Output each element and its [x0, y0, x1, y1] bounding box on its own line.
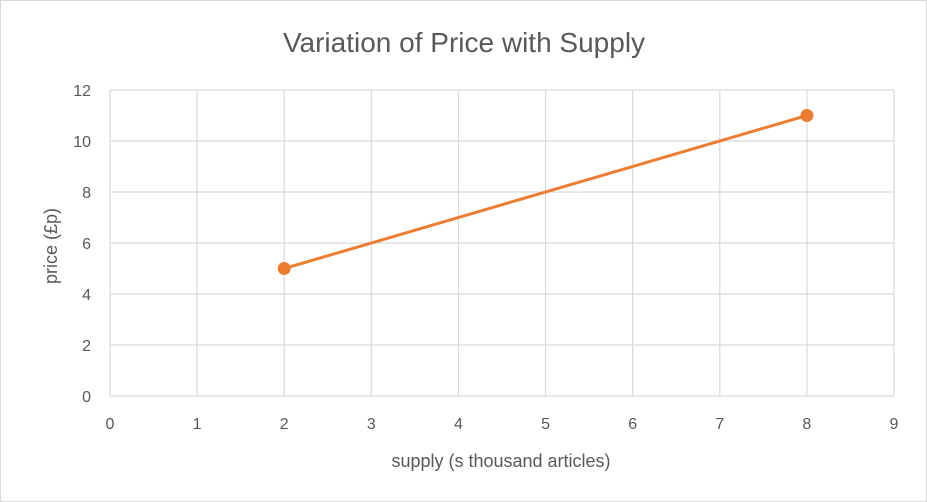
x-tick-label: 9: [890, 416, 899, 433]
data-point: [800, 109, 814, 122]
x-tick-label: 8: [802, 416, 811, 433]
y-tick-label: 12: [73, 83, 91, 100]
series-line: [282, 114, 809, 270]
y-tick-label: 2: [82, 338, 91, 355]
data-point: [277, 262, 291, 275]
y-tick-label: 8: [82, 185, 91, 202]
y-tick-label: 6: [82, 236, 91, 253]
y-axis-label: price (£p): [41, 208, 61, 284]
x-tick-label: 2: [280, 416, 289, 433]
x-tick-label: 1: [193, 416, 202, 433]
series-layer: [277, 109, 814, 275]
y-tick-label: 10: [73, 134, 91, 151]
x-axis-label: supply (s thousand articles): [391, 451, 610, 471]
y-tick-label: 4: [82, 287, 91, 304]
x-tick-label: 7: [715, 416, 724, 433]
x-tick-label: 5: [541, 416, 550, 433]
x-tick-label: 6: [628, 416, 637, 433]
y-tick-label: 0: [82, 389, 91, 406]
chart-title: Variation of Price with Supply: [283, 27, 645, 58]
grid-layer: [109, 89, 895, 397]
x-tick-label: 0: [106, 416, 115, 433]
x-tick-label: 3: [367, 416, 376, 433]
x-tick-label: 4: [454, 416, 463, 433]
